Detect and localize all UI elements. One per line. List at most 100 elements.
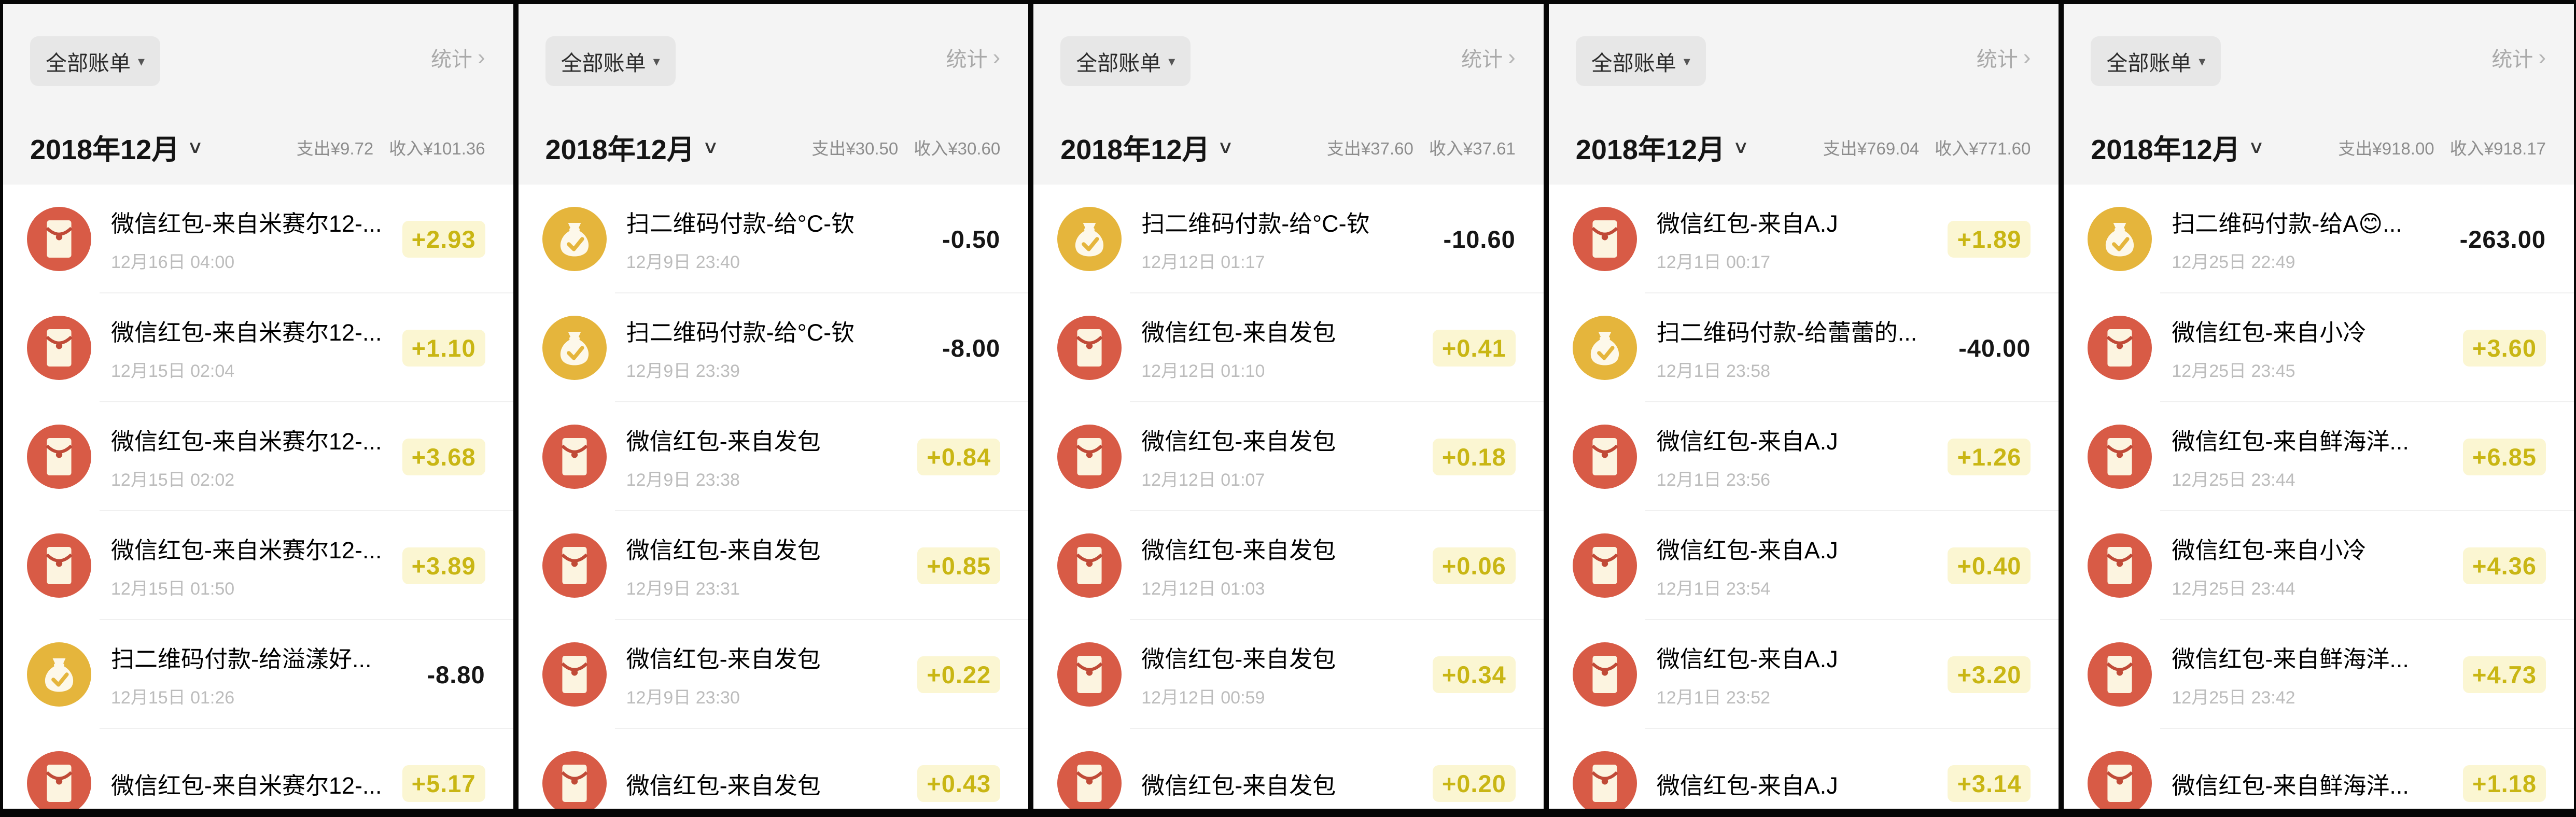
statistics-link[interactable]: 统计 › — [1461, 43, 1516, 73]
red-packet-icon — [1057, 425, 1122, 489]
transaction-date: 12月9日 23:39 — [626, 361, 740, 381]
transaction-row[interactable]: 微信红包-来自小冷 12月25日 23:45 +3.60 — [2064, 293, 2574, 402]
transaction-row[interactable]: 扫二维码付款-给蕾蕾的... 12月1日 23:58 -40.00 — [1548, 293, 2059, 402]
income-total: 收入¥37.61 — [1429, 138, 1516, 158]
transaction-row[interactable]: 微信红包-来自小冷 12月25日 23:44 +4.36 — [2064, 511, 2574, 620]
month-selector[interactable]: 2018年12月 ∨ — [1060, 126, 1235, 167]
transaction-date: 12月25日 23:44 — [2172, 579, 2295, 599]
bill-header: 全部账单 ▾ 统计 › 2018年12月 ∨ 支出¥769.04 收入¥771.60 — [1548, 4, 2059, 185]
expense-total: 支出¥769.04 — [1823, 138, 1920, 158]
transaction-date: 12月1日 23:52 — [1656, 688, 1771, 708]
statistics-link[interactable]: 统计 › — [946, 43, 1001, 73]
transaction-row[interactable]: 微信红包-来自米赛尔12-... 12月16日 04:00 +2.93 — [3, 185, 513, 293]
income-total: 收入¥771.60 — [1935, 138, 2031, 158]
month-totals: 支出¥918.00 收入¥918.17 — [2338, 135, 2546, 160]
transaction-date: 12月12日 01:07 — [1141, 470, 1265, 490]
transaction-title: 微信红包-来自发包 — [626, 537, 821, 564]
transaction-row[interactable]: 微信红包-来自发包 12月9日 23:31 +0.85 — [518, 511, 1029, 620]
month-totals: 支出¥769.04 收入¥771.60 — [1823, 135, 2031, 160]
statistics-label: 统计 — [430, 48, 472, 71]
red-packet-icon — [542, 533, 607, 598]
chevron-down-icon: ∨ — [1217, 137, 1235, 157]
transaction-row[interactable]: 微信红包-来自鲜海洋... +1.18 — [2064, 729, 2574, 809]
transaction-row[interactable]: 微信红包-来自A.J 12月1日 00:17 +1.89 — [1548, 185, 2059, 293]
transaction-meta: 扫二维码付款-给A😊... 12月25日 22:49 — [2172, 205, 2446, 273]
month-selector[interactable]: 2018年12月 ∨ — [2091, 126, 2264, 167]
transaction-row[interactable]: 微信红包-来自鲜海洋... 12月25日 23:44 +6.85 — [2064, 402, 2574, 511]
transaction-row[interactable]: 微信红包-来自米赛尔12-... 12月15日 02:02 +3.68 — [3, 402, 513, 511]
expense-total: 支出¥918.00 — [2338, 138, 2434, 158]
chevron-down-icon: ∨ — [1732, 137, 1749, 157]
transaction-row[interactable]: 微信红包-来自米赛尔12-... 12月15日 02:04 +1.10 — [3, 293, 513, 402]
bill-panel: 全部账单 ▾ 统计 › 2018年12月 ∨ 支出¥769.04 收入¥771.60 微信红包-… — [1548, 4, 2059, 809]
transaction-amount: +0.22 — [917, 656, 1001, 693]
statistics-link[interactable]: 统计 › — [1977, 43, 2031, 73]
expense-total: 支出¥37.60 — [1326, 138, 1413, 158]
chevron-down-icon: ∨ — [702, 137, 719, 157]
transaction-row[interactable]: 微信红包-来自米赛尔12-... +5.17 — [3, 729, 513, 809]
chevron-right-icon: › — [1508, 45, 1516, 70]
transaction-row[interactable]: 扫二维码付款-给A😊... 12月25日 22:49 -263.00 — [2064, 185, 2574, 293]
month-selector[interactable]: 2018年12月 ∨ — [1576, 126, 1749, 167]
chevron-right-icon: › — [992, 45, 1001, 70]
bill-header: 全部账单 ▾ 统计 › 2018年12月 ∨ 支出¥37.60 收入¥37.61 — [1033, 4, 1544, 185]
expense-total: 支出¥9.72 — [296, 138, 374, 158]
transaction-amount: +1.89 — [1948, 220, 2031, 258]
transaction-row[interactable]: 微信红包-来自发包 12月12日 01:03 +0.06 — [1033, 511, 1544, 620]
transaction-meta: 微信红包-来自鲜海洋... — [2172, 767, 2449, 800]
transaction-row[interactable]: 微信红包-来自发包 12月12日 01:10 +0.41 — [1033, 293, 1544, 402]
transaction-row[interactable]: 微信红包-来自发包 12月9日 23:38 +0.84 — [518, 402, 1029, 511]
account-filter-label: 全部账单 — [46, 51, 131, 75]
transaction-meta: 微信红包-来自发包 12月12日 01:10 — [1141, 314, 1419, 382]
account-filter-dropdown[interactable]: 全部账单 ▾ — [1060, 36, 1191, 86]
chevron-right-icon: › — [477, 45, 485, 70]
transaction-row[interactable]: 微信红包-来自发包 12月12日 00:59 +0.34 — [1033, 620, 1544, 729]
transaction-row[interactable]: 微信红包-来自鲜海洋... 12月25日 23:42 +4.73 — [2064, 620, 2574, 729]
transaction-title: 扫二维码付款-给溢漾好... — [111, 646, 372, 672]
transaction-title: 微信红包-来自米赛尔12-... — [111, 319, 382, 346]
bill-panel: 全部账单 ▾ 统计 › 2018年12月 ∨ 支出¥30.50 收入¥30.60 扫二维码付款-… — [518, 4, 1029, 809]
transaction-amount: -0.50 — [942, 225, 1001, 253]
transaction-row[interactable]: 微信红包-来自发包 12月12日 01:07 +0.18 — [1033, 402, 1544, 511]
caret-down-icon: ▾ — [653, 53, 660, 69]
account-filter-label: 全部账单 — [1076, 51, 1161, 75]
account-filter-dropdown[interactable]: 全部账单 ▾ — [2091, 36, 2221, 86]
account-filter-label: 全部账单 — [2106, 51, 2192, 75]
red-packet-icon — [1057, 533, 1122, 598]
month-selector[interactable]: 2018年12月 ∨ — [30, 126, 204, 167]
transaction-row[interactable]: 扫二维码付款-给°C-钦 12月9日 23:40 -0.50 — [518, 185, 1029, 293]
transaction-amount: +0.34 — [1432, 656, 1516, 693]
transaction-meta: 微信红包-来自米赛尔12-... 12月16日 04:00 — [111, 205, 389, 273]
transaction-date: 12月25日 22:49 — [2172, 252, 2295, 272]
transaction-row[interactable]: 微信红包-来自A.J 12月1日 23:52 +3.20 — [1548, 620, 2059, 729]
transaction-row[interactable]: 扫二维码付款-给溢漾好... 12月15日 01:26 -8.80 — [3, 620, 513, 729]
transaction-row[interactable]: 扫二维码付款-给°C-钦 12月9日 23:39 -8.00 — [518, 293, 1029, 402]
transaction-row[interactable]: 微信红包-来自发包 12月9日 23:30 +0.22 — [518, 620, 1029, 729]
account-filter-dropdown[interactable]: 全部账单 ▾ — [545, 36, 676, 86]
month-row: 2018年12月 ∨ 支出¥37.60 收入¥37.61 — [1060, 126, 1516, 167]
month-totals: 支出¥30.50 收入¥30.60 — [811, 135, 1000, 160]
transaction-meta: 扫二维码付款-给°C-钦 12月12日 01:17 — [1141, 205, 1430, 273]
bill-header: 全部账单 ▾ 统计 › 2018年12月 ∨ 支出¥9.72 收入¥101.36 — [3, 4, 513, 185]
transaction-title: 扫二维码付款-给°C-钦 — [626, 210, 855, 237]
month-selector[interactable]: 2018年12月 ∨ — [545, 126, 719, 167]
transaction-row[interactable]: 微信红包-来自米赛尔12-... 12月15日 01:50 +3.89 — [3, 511, 513, 620]
statistics-link[interactable]: 统计 › — [2491, 43, 2546, 73]
transaction-row[interactable]: 扫二维码付款-给°C-钦 12月12日 01:17 -10.60 — [1033, 185, 1544, 293]
transaction-row[interactable]: 微信红包-来自发包 +0.20 — [1033, 729, 1544, 809]
month-totals: 支出¥9.72 收入¥101.36 — [297, 135, 485, 160]
statistics-link[interactable]: 统计 › — [431, 43, 485, 73]
account-filter-dropdown[interactable]: 全部账单 ▾ — [1575, 36, 1706, 86]
transaction-amount: -8.80 — [427, 660, 485, 688]
transaction-row[interactable]: 微信红包-来自A.J 12月1日 23:54 +0.40 — [1548, 511, 2059, 620]
transaction-row[interactable]: 微信红包-来自发包 +0.43 — [518, 729, 1029, 809]
transaction-meta: 微信红包-来自发包 12月12日 01:07 — [1141, 422, 1419, 491]
transaction-row[interactable]: 微信红包-来自A.J +3.14 — [1548, 729, 2059, 809]
red-packet-icon — [1572, 207, 1637, 271]
account-filter-dropdown[interactable]: 全部账单 ▾ — [30, 36, 161, 86]
month-row: 2018年12月 ∨ 支出¥918.00 收入¥918.17 — [2091, 126, 2546, 167]
transaction-row[interactable]: 微信红包-来自A.J 12月1日 23:56 +1.26 — [1548, 402, 2059, 511]
red-packet-icon — [1057, 751, 1122, 809]
transaction-list: 扫二维码付款-给°C-钦 12月9日 23:40 -0.50 扫二维码付款-给°C-钦… — [518, 185, 1029, 809]
transaction-meta: 微信红包-来自A.J 12月1日 23:56 — [1657, 422, 1935, 491]
